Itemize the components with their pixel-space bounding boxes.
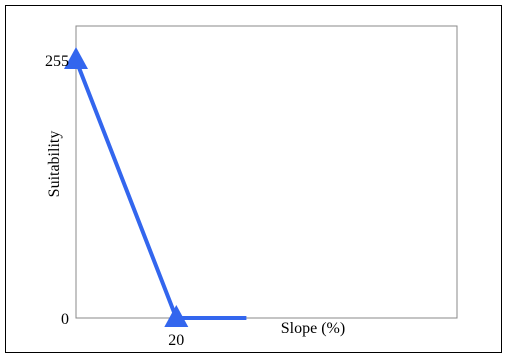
triangle-marker-0: [64, 47, 88, 69]
series-line-0: [74, 59, 247, 320]
series-layer: [64, 47, 247, 327]
y-tick-label: 0: [61, 311, 69, 328]
plot-area: [75, 25, 458, 319]
x-axis-label: Slope (%): [281, 320, 345, 337]
tick-labels: 0 255 20: [45, 53, 184, 349]
chart-frame: [5, 5, 502, 353]
triangle-marker-1: [164, 305, 189, 327]
x-tick-label: 20: [168, 332, 184, 349]
y-axis-label: Suitability: [46, 131, 63, 198]
y-tick-label: 255: [45, 53, 69, 70]
